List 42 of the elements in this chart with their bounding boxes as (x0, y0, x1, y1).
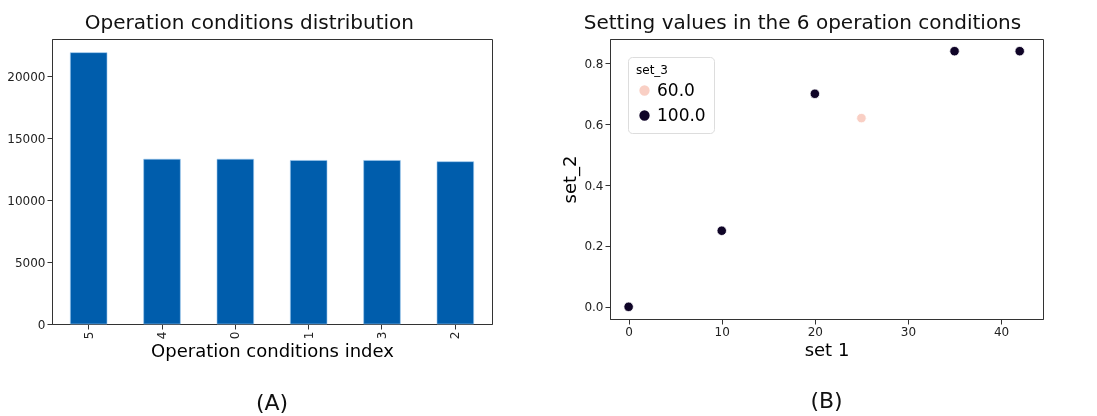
y-tick-label: 20000 (7, 69, 46, 84)
bar (143, 158, 181, 325)
bar (363, 160, 401, 325)
point (716, 225, 727, 236)
point (623, 301, 634, 312)
point (809, 88, 820, 99)
bar (216, 158, 254, 325)
x-tick-label: 3 (375, 331, 389, 340)
x-tick-label: 0 (625, 324, 633, 339)
y-tick-label: 0.4 (584, 178, 604, 193)
point (949, 46, 960, 57)
legend-label: 60.0 (657, 79, 695, 100)
point (1014, 46, 1025, 57)
text: (B) (810, 388, 843, 413)
y-tick-label: 0.6 (584, 117, 604, 132)
y-tick-label: 5000 (14, 255, 46, 270)
chart-title: Operation conditions distribution (84, 9, 414, 34)
chart-title: Setting values in the 6 operation conditions (583, 9, 1022, 34)
x-axis-title: set 1 (804, 338, 850, 360)
x-axis-title: Operation conditions index (151, 340, 395, 362)
x-tick-label: 30 (900, 324, 917, 339)
bar (70, 52, 108, 325)
text: (A) (255, 390, 289, 415)
y-tick-label: 15000 (7, 131, 46, 146)
y-tick-label: 0.2 (584, 239, 604, 254)
bar (290, 160, 328, 325)
point (856, 113, 867, 124)
y-tick-label: 0.8 (584, 56, 604, 71)
x-tick-label: 5 (81, 331, 96, 340)
legend-title: set_3 (636, 63, 668, 77)
legend-label: 100.0 (657, 104, 706, 125)
y-axis-title: set_2 (559, 155, 582, 204)
x-tick-label: 20 (807, 324, 823, 339)
x-tick-label: 40 (993, 324, 1010, 339)
x-tick-label: 10 (714, 324, 730, 339)
x-tick-label: 1 (301, 331, 316, 340)
x-tick-label: 0 (228, 331, 243, 340)
bar (436, 161, 474, 325)
y-tick-label: 0.0 (584, 300, 604, 315)
y-tick-label: 10000 (7, 193, 46, 208)
x-tick-label: 2 (448, 331, 463, 340)
x-tick-label: 4 (155, 331, 169, 340)
